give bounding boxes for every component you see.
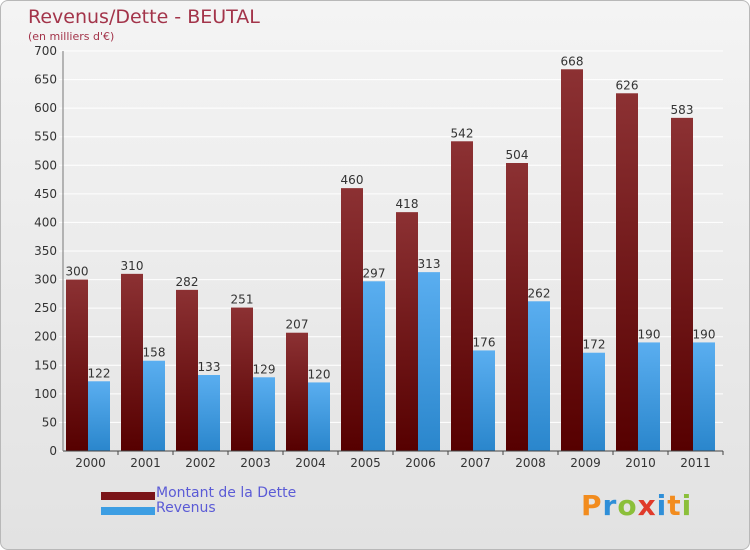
bar-debt: [671, 117, 693, 451]
data-label: 282: [176, 275, 199, 289]
bar-revenue: [638, 342, 660, 451]
data-label: 251: [231, 293, 254, 307]
legend-label-revenue: Revenus: [156, 500, 216, 516]
legend-label-debt: Montant de la Dette: [156, 485, 297, 501]
bar-revenue: [363, 281, 385, 451]
chart-title: Revenus/Dette - BEUTAL: [28, 6, 260, 28]
x-tick-label: 2008: [515, 456, 546, 470]
bar-debt: [396, 212, 418, 451]
bar-revenue: [693, 342, 715, 451]
bar-debt: [176, 289, 198, 451]
data-label: 626: [616, 78, 639, 92]
x-tick-label: 2011: [680, 456, 711, 470]
y-tick-label: 50: [42, 415, 57, 429]
logo-letter: x: [637, 489, 657, 522]
bar-revenue: [528, 301, 550, 451]
logo-letter: o: [617, 489, 638, 522]
data-label: 129: [253, 362, 276, 376]
bar-revenue: [308, 382, 330, 451]
y-tick-label: 700: [34, 44, 57, 58]
bar-revenue: [198, 375, 220, 451]
data-label: 310: [121, 259, 144, 273]
data-label: 120: [308, 367, 331, 381]
bar-debt: [231, 307, 253, 451]
chart-subtitle: (en milliers d'€): [28, 30, 115, 43]
logo-letter: P: [581, 489, 603, 522]
legend-swatch-revenue: [101, 507, 155, 515]
bar-debt: [616, 93, 638, 452]
y-tick-label: 400: [34, 215, 57, 229]
bar-debt: [286, 332, 308, 451]
data-label: 207: [286, 318, 309, 332]
x-tick-label: 2010: [625, 456, 656, 470]
x-tick-label: 2002: [185, 456, 216, 470]
data-label: 122: [88, 366, 111, 380]
y-tick-label: 600: [34, 101, 57, 115]
data-label: 262: [528, 286, 551, 300]
proxiti-logo: Proxiti: [581, 489, 692, 522]
bar-revenue: [88, 381, 110, 451]
y-tick-label: 500: [34, 158, 57, 172]
data-label: 172: [583, 338, 606, 352]
bar-revenue: [583, 352, 605, 451]
logo-letter: t: [667, 489, 682, 522]
bar-revenue: [473, 350, 495, 451]
y-tick-label: 100: [34, 387, 57, 401]
y-tick-label: 300: [34, 273, 57, 287]
x-tick-label: 2006: [405, 456, 436, 470]
data-label: 668: [561, 54, 584, 68]
x-tick-label: 2007: [460, 456, 491, 470]
data-label: 583: [671, 103, 694, 117]
data-label: 542: [451, 126, 474, 140]
data-label: 297: [363, 266, 386, 280]
data-label: 158: [143, 346, 166, 360]
logo-letter: r: [602, 489, 618, 522]
bar-debt: [341, 188, 363, 451]
y-tick-label: 350: [34, 244, 57, 258]
x-tick-label: 2009: [570, 456, 601, 470]
logo-letter: i: [681, 489, 693, 522]
data-label: 190: [693, 327, 716, 341]
y-tick-label: 0: [49, 444, 57, 458]
y-tick-label: 150: [34, 358, 57, 372]
data-label: 313: [418, 257, 441, 271]
x-tick-label: 2004: [295, 456, 326, 470]
logo-letter: i: [656, 489, 668, 522]
bar-revenue: [143, 360, 165, 451]
bar-revenue: [253, 377, 275, 451]
x-tick-label: 2003: [240, 456, 271, 470]
bar-debt: [121, 273, 143, 451]
data-label: 133: [198, 360, 221, 374]
x-tick-label: 2005: [350, 456, 381, 470]
x-tick-label: 2000: [75, 456, 106, 470]
y-tick-label: 200: [34, 330, 57, 344]
bar-debt: [66, 279, 88, 451]
legend-swatch-debt: [101, 492, 155, 500]
bar-debt: [561, 69, 583, 452]
bar-revenue: [418, 272, 440, 451]
data-label: 418: [396, 197, 419, 211]
x-tick-label: 2001: [130, 456, 161, 470]
data-label: 460: [341, 173, 364, 187]
data-label: 504: [506, 148, 529, 162]
data-label: 190: [638, 327, 661, 341]
data-label: 300: [66, 265, 89, 279]
y-tick-label: 550: [34, 130, 57, 144]
data-label: 176: [473, 335, 496, 349]
bar-debt: [451, 141, 473, 452]
bar-debt: [506, 163, 528, 451]
y-tick-label: 250: [34, 301, 57, 315]
y-tick-label: 650: [34, 73, 57, 87]
y-tick-label: 450: [34, 187, 57, 201]
